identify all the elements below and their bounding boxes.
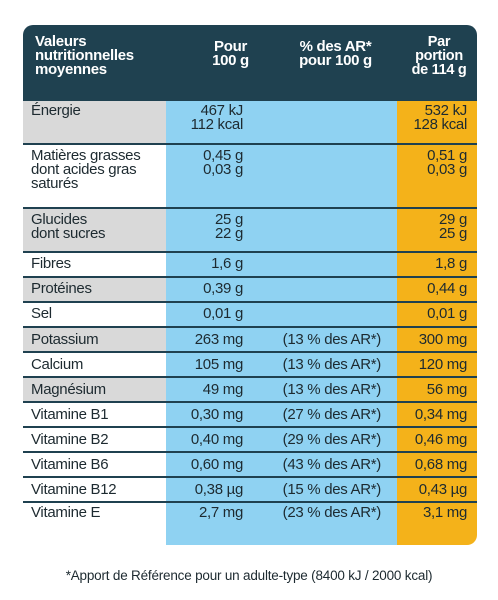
value-per-100g: 467 kJ 112 kcal <box>190 102 244 133</box>
header-per-100g: Pour 100 g <box>212 38 249 69</box>
table-row: Glucides dont sucres 25 g 22 g 29 g 25 g <box>23 209 477 253</box>
row-divider <box>23 476 477 478</box>
value-per-100g: 0,40 mg <box>190 431 243 448</box>
value-per-portion: 532 kJ 128 kcal <box>413 102 468 133</box>
nutrient-name: Vitamine E <box>31 504 101 521</box>
value-per-portion: 0,51 g 0,03 g <box>427 147 467 178</box>
value-per-portion: 300 mg <box>418 331 468 348</box>
row-divider <box>23 451 477 453</box>
nutrient-name: Magnésium <box>31 381 106 398</box>
nutrient-name: Potassium <box>31 331 99 348</box>
table-row: Vitamine B12 0,38 µg (15 % des AR*) 0,43 µg <box>23 478 477 503</box>
nutrient-name: Glucides dont sucres <box>31 211 106 242</box>
nutrient-name: Sel <box>31 305 52 322</box>
nutrient-name: Calcium <box>31 356 84 373</box>
value-reference-intake: (27 % des AR*) <box>282 406 382 423</box>
row-divider <box>23 401 477 403</box>
value-reference-intake: (13 % des AR*) <box>282 331 382 348</box>
row-divider <box>23 501 477 503</box>
table-row: Matières grasses dont acides gras saturés 0… <box>23 145 477 209</box>
column-ar-bg <box>254 101 397 545</box>
value-reference-intake: (15 % des AR*) <box>282 481 382 498</box>
table-row: Vitamine B1 0,30 mg (27 % des AR*) 0,34 mg <box>23 403 477 428</box>
value-per-100g: 0,38 µg <box>194 481 244 498</box>
footnote: *Apport de Référence pour un adulte-type… <box>65 568 433 583</box>
header-reference-intake: % des AR* pour 100 g <box>299 38 372 69</box>
row-divider <box>23 207 477 209</box>
value-per-portion: 0,01 g <box>427 305 467 322</box>
row-divider <box>23 326 477 328</box>
table-row: Vitamine E 2,7 mg (23 % des AR*) 3,1 mg <box>23 503 477 525</box>
nutrient-name: Fibres <box>31 255 71 272</box>
value-reference-intake: (43 % des AR*) <box>282 456 382 473</box>
column-per100-bg <box>166 101 254 545</box>
value-per-100g: 0,01 g <box>203 305 243 322</box>
table-row: Calcium 105 mg (13 % des AR*) 120 mg <box>23 353 477 378</box>
value-per-100g: 0,60 mg <box>190 456 243 473</box>
table-row: Énergie 467 kJ 112 kcal 532 kJ 128 kcal <box>23 101 477 145</box>
value-per-portion: 56 mg <box>426 381 468 398</box>
row-divider <box>23 351 477 353</box>
value-per-100g: 263 mg <box>194 331 244 348</box>
table-row: Protéines 0,39 g 0,44 g <box>23 278 477 303</box>
row-divider <box>23 143 477 145</box>
value-per-100g: 0,30 mg <box>190 406 243 423</box>
value-per-portion: 0,34 mg <box>414 406 467 423</box>
nutrient-name: Énergie <box>31 102 81 119</box>
value-per-portion: 0,46 mg <box>414 431 467 448</box>
header-per-portion: Par portion de 114 g <box>411 34 467 78</box>
value-per-100g: 2,7 mg <box>198 504 243 521</box>
value-reference-intake: (13 % des AR*) <box>282 356 382 373</box>
table-row: Vitamine B6 0,60 mg (43 % des AR*) 0,68 mg <box>23 453 477 478</box>
value-reference-intake: (29 % des AR*) <box>282 431 382 448</box>
nutrition-table: Valeurs nutritionnelles moyennes Pour 10… <box>23 25 477 545</box>
row-divider <box>23 376 477 378</box>
table-row: Potassium 263 mg (13 % des AR*) 300 mg <box>23 328 477 353</box>
value-reference-intake: (23 % des AR*) <box>282 504 382 521</box>
row-shade <box>23 278 166 303</box>
nutrient-name: Vitamine B1 <box>31 406 109 423</box>
row-shade <box>23 328 166 353</box>
row-divider <box>23 301 477 303</box>
row-divider <box>23 276 477 278</box>
nutrient-name: Vitamine B2 <box>31 431 109 448</box>
column-nutrient-bg <box>23 101 166 545</box>
value-per-100g: 49 mg <box>202 381 244 398</box>
table-header: Valeurs nutritionnelles moyennes Pour 10… <box>23 25 477 101</box>
row-shade <box>23 378 166 403</box>
table-row: Vitamine B2 0,40 mg (29 % des AR*) 0,46 mg <box>23 428 477 453</box>
table-row: Magnésium 49 mg (13 % des AR*) 56 mg <box>23 378 477 403</box>
value-reference-intake: (13 % des AR*) <box>282 381 382 398</box>
nutrient-name: Vitamine B6 <box>31 456 109 473</box>
value-per-portion: 3,1 mg <box>422 504 467 521</box>
value-per-100g: 0,39 g <box>203 280 243 297</box>
row-divider <box>23 251 477 253</box>
value-per-100g: 105 mg <box>194 356 244 373</box>
nutrient-name: Protéines <box>31 280 92 297</box>
row-shade <box>23 101 166 145</box>
row-shade <box>23 209 166 253</box>
value-per-100g: 1,6 g <box>211 255 243 272</box>
table-row: Sel 0,01 g 0,01 g <box>23 303 477 328</box>
table-row: Fibres 1,6 g 1,8 g <box>23 253 477 278</box>
value-per-portion: 0,43 µg <box>418 481 468 498</box>
row-divider <box>23 426 477 428</box>
header-nutrient: Valeurs nutritionnelles moyennes <box>35 33 134 78</box>
value-per-portion: 120 mg <box>418 356 468 373</box>
nutrient-name: Matières grasses dont acides gras saturés <box>31 147 141 192</box>
value-per-portion: 0,44 g <box>427 280 467 297</box>
value-per-100g: 25 g 22 g <box>215 211 243 242</box>
value-per-portion: 0,68 mg <box>414 456 467 473</box>
column-portion-bg <box>397 101 477 545</box>
nutrient-name: Vitamine B12 <box>31 481 117 498</box>
value-per-portion: 29 g 25 g <box>439 211 467 242</box>
value-per-portion: 1,8 g <box>435 255 467 272</box>
value-per-100g: 0,45 g 0,03 g <box>203 147 243 178</box>
